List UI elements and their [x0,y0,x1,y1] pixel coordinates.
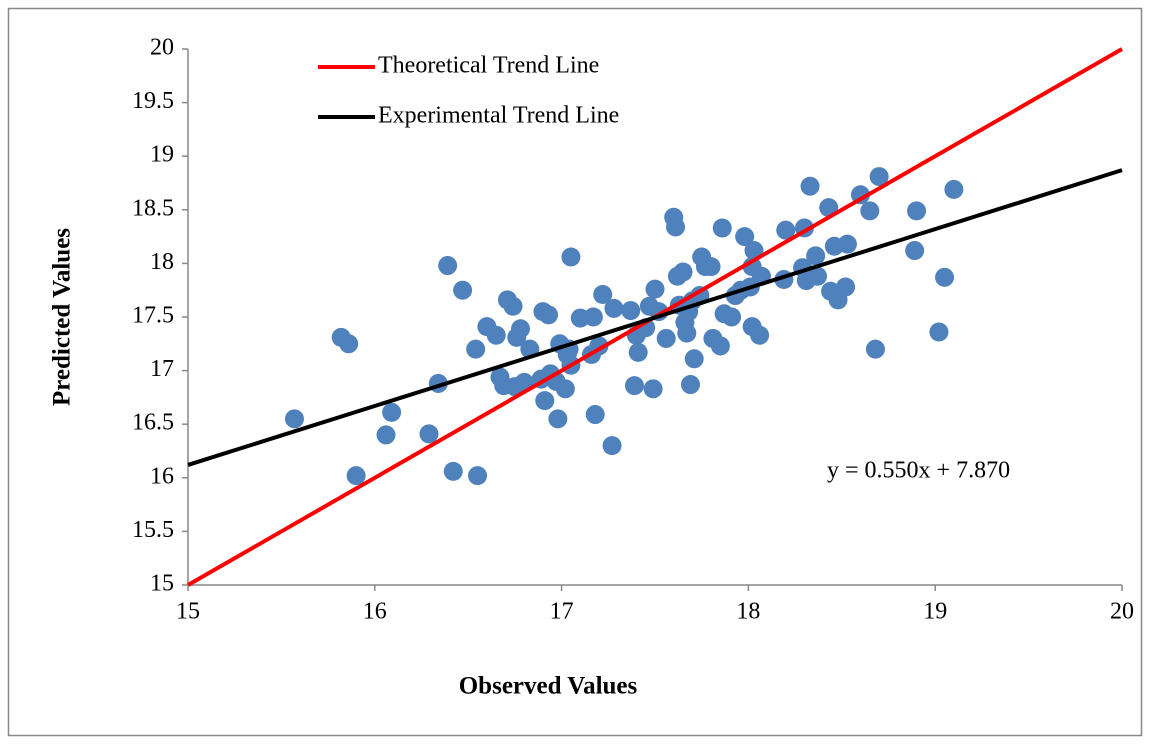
point [382,402,402,422]
trend-line [187,168,1123,467]
point [860,201,880,221]
point [486,325,506,345]
point [604,298,624,318]
point [539,305,559,325]
point [621,301,641,321]
y-axis-title: Predicted Values [49,228,76,406]
legend-label: Experimental Trend Line [378,103,619,129]
point [776,220,796,240]
x-tick-label: 16 [363,599,387,625]
x-tick-label: 20 [1110,599,1134,625]
point [684,349,704,369]
legend-label: Theoretical Trend Line [378,53,599,79]
point [583,307,603,327]
point [503,296,523,316]
point [284,409,304,429]
point [680,375,700,395]
y-tick-label: 15 [150,571,174,597]
point [710,336,730,356]
point [548,409,568,429]
point [419,424,439,444]
point [666,217,686,237]
y-tick-label: 17.5 [132,303,174,329]
point [677,323,697,343]
point [750,325,770,345]
y-tick-label: 18 [150,249,174,275]
y-tick-label: 16 [150,463,174,489]
y-tick-label: 18.5 [132,195,174,221]
point [453,280,473,300]
point [624,376,644,396]
point [438,256,458,276]
y-tick-label: 16.5 [132,410,174,436]
point [585,405,605,425]
point [836,277,856,297]
point [376,425,396,445]
y-tick-label: 20 [150,35,174,61]
point [602,436,622,456]
point [511,319,531,339]
point [555,379,575,399]
point [466,339,486,359]
y-tick-label: 19 [150,142,174,168]
point [944,179,964,199]
y-tick-label: 15.5 [132,517,174,543]
point [806,246,826,266]
annotation: y = 0.550x + 7.870 [827,458,1010,484]
point [808,266,828,286]
point [645,279,665,299]
point [468,466,488,486]
point [865,339,885,359]
point [929,322,949,342]
point [593,284,613,304]
point [673,262,693,282]
point [561,247,581,267]
point [712,218,732,238]
point [628,342,648,362]
y-tick-label: 17 [150,356,174,382]
point [722,307,742,327]
point [905,241,925,261]
y-tick-label: 19.5 [132,88,174,114]
x-tick-label: 17 [550,599,574,625]
point [869,167,889,187]
x-tick-label: 18 [736,599,760,625]
point [643,379,663,399]
point [935,267,955,287]
x-tick-label: 19 [923,599,947,625]
x-tick-label: 15 [176,599,200,625]
point [907,201,927,221]
x-axis-title: Observed Values [459,673,638,700]
point [339,334,359,354]
point [535,391,555,411]
point [443,461,463,481]
point [735,227,755,247]
point [346,466,366,486]
point [701,257,721,277]
point [837,234,857,254]
point [656,328,676,348]
point [800,176,820,196]
